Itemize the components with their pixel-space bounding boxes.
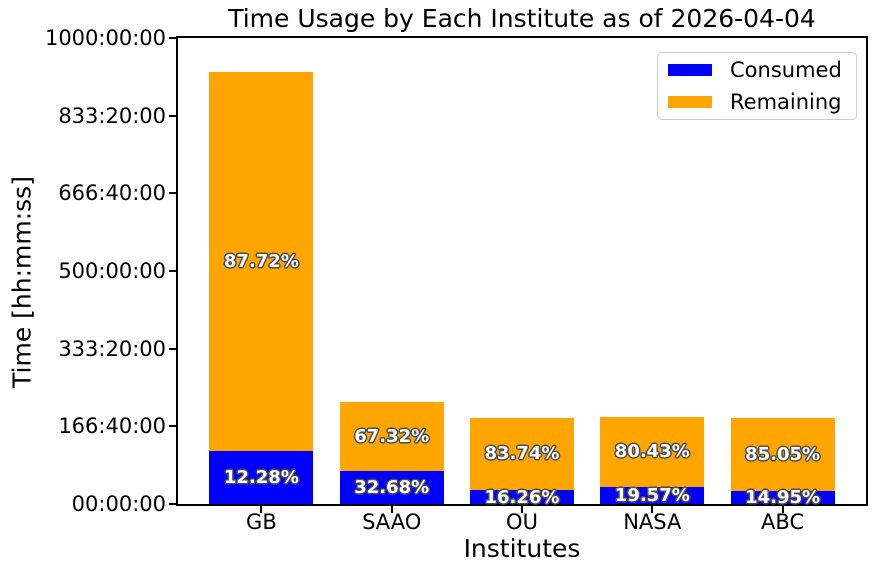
bar-gb: 87.72% 12.28% bbox=[209, 72, 314, 504]
remaining-segment: 85.05% bbox=[730, 418, 835, 492]
x-tick-mark bbox=[651, 506, 654, 513]
bar-saao: 67.32% 32.68% bbox=[339, 402, 444, 504]
y-tick-mark bbox=[169, 270, 176, 272]
consumed-segment: 19.57% bbox=[600, 484, 705, 506]
remaining-swatch-icon bbox=[668, 96, 712, 108]
y-tick-mark bbox=[169, 114, 176, 117]
chart-title: Time Usage by Each Institute as of 2026-… bbox=[228, 4, 816, 33]
y-tick-mark bbox=[169, 425, 176, 428]
bar-nasa: 80.43% 19.57% bbox=[600, 416, 705, 506]
remaining-pct-label: 87.72% bbox=[223, 250, 299, 272]
legend-item-remaining: Remaining bbox=[668, 87, 846, 117]
x-tick-mark bbox=[521, 506, 523, 513]
consumed-pct-label: 16.26% bbox=[484, 486, 560, 508]
remaining-segment: 83.74% bbox=[470, 417, 574, 490]
consumed-pct-label: 19.57% bbox=[614, 484, 690, 506]
consumed-pct-label: 14.95% bbox=[745, 487, 821, 509]
legend-item-consumed: Consumed bbox=[668, 55, 846, 85]
x-tick-label-ou: OU bbox=[506, 510, 538, 534]
consumed-segment: 32.68% bbox=[339, 470, 444, 504]
x-tick-label-nasa: NASA bbox=[623, 510, 682, 534]
remaining-pct-label: 83.74% bbox=[484, 443, 560, 465]
y-tick-label: 1000:00:00 bbox=[44, 26, 166, 50]
consumed-segment: 14.95% bbox=[730, 487, 835, 508]
plot-area: Consumed Remaining 00:00:00 166:40:00 333:2… bbox=[45, 26, 868, 534]
remaining-segment: 80.43% bbox=[600, 416, 705, 487]
y-tick-mark bbox=[169, 503, 176, 505]
y-tick-label: 500:00:00 bbox=[58, 259, 166, 283]
y-tick-label: 166:40:00 bbox=[58, 414, 166, 439]
consumed-segment: 16.26% bbox=[470, 487, 574, 508]
remaining-pct-label: 85.05% bbox=[745, 444, 821, 466]
x-tick-mark bbox=[390, 506, 393, 513]
remaining-pct-label: 80.43% bbox=[614, 441, 690, 463]
x-tick-label-gb: GB bbox=[246, 510, 277, 534]
consumed-swatch-icon bbox=[668, 64, 712, 76]
consumed-pct-label: 32.68% bbox=[354, 476, 430, 498]
y-tick-label: 666:40:00 bbox=[58, 181, 166, 206]
y-tick-label: 833:20:00 bbox=[58, 103, 166, 128]
x-tick-mark bbox=[781, 506, 784, 513]
x-tick-mark bbox=[260, 506, 263, 513]
legend-label: Remaining bbox=[730, 90, 842, 114]
x-axis-label: Institutes bbox=[463, 534, 581, 563]
remaining-pct-label: 67.32% bbox=[354, 426, 430, 448]
remaining-segment: 67.32% bbox=[339, 402, 444, 471]
x-tick-label-abc: ABC bbox=[761, 510, 805, 534]
y-axis-label: Time [hh:mm:ss] bbox=[7, 176, 37, 388]
legend-label: Consumed bbox=[730, 58, 842, 82]
bar-abc: 85.05% 14.95% bbox=[730, 418, 835, 508]
y-tick-mark bbox=[169, 37, 176, 39]
remaining-segment: 87.72% bbox=[209, 72, 314, 451]
y-tick-label: 00:00:00 bbox=[71, 492, 166, 516]
consumed-pct-label: 12.28% bbox=[223, 466, 299, 488]
consumed-segment: 12.28% bbox=[209, 450, 314, 504]
y-tick-mark bbox=[169, 192, 176, 195]
x-tick-label-saao: SAAO bbox=[362, 510, 422, 534]
y-tick-label: 333:20:00 bbox=[58, 336, 166, 361]
y-tick-mark bbox=[169, 347, 176, 350]
legend: Consumed Remaining bbox=[657, 52, 857, 120]
bar-ou: 83.74% 16.26% bbox=[470, 417, 574, 508]
